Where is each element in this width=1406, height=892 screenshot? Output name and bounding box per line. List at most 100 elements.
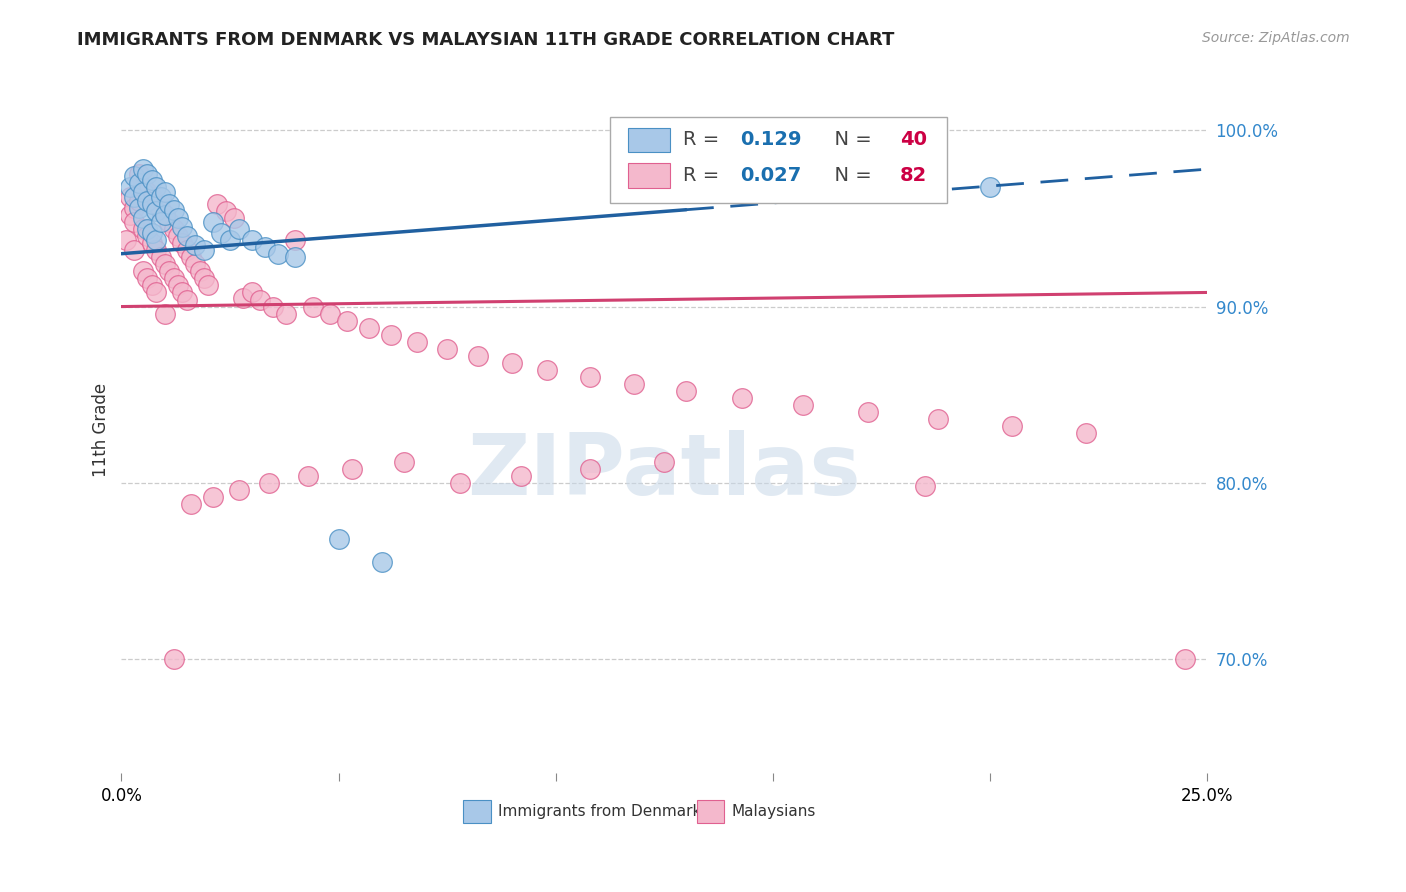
Point bbox=[120, 190, 142, 204]
Point bbox=[1174, 652, 1197, 666]
FancyBboxPatch shape bbox=[697, 800, 724, 823]
Point bbox=[201, 490, 224, 504]
Point bbox=[180, 250, 202, 264]
Point bbox=[219, 233, 242, 247]
Point bbox=[319, 307, 342, 321]
Point bbox=[336, 313, 359, 327]
Point bbox=[145, 179, 167, 194]
Point bbox=[145, 243, 167, 257]
Text: IMMIGRANTS FROM DENMARK VS MALAYSIAN 11TH GRADE CORRELATION CHART: IMMIGRANTS FROM DENMARK VS MALAYSIAN 11T… bbox=[77, 31, 894, 49]
Point bbox=[145, 233, 167, 247]
Point bbox=[276, 307, 298, 321]
Point bbox=[201, 215, 224, 229]
Point bbox=[184, 238, 207, 252]
Point bbox=[141, 226, 163, 240]
Point bbox=[927, 412, 949, 426]
Point bbox=[675, 384, 697, 398]
Point bbox=[579, 461, 602, 475]
Point bbox=[748, 134, 770, 148]
Point bbox=[132, 222, 155, 236]
FancyBboxPatch shape bbox=[610, 117, 946, 203]
Point bbox=[132, 211, 155, 226]
Point bbox=[197, 278, 219, 293]
Point bbox=[132, 162, 155, 177]
Point bbox=[380, 327, 402, 342]
Point bbox=[157, 215, 180, 229]
Point bbox=[114, 233, 136, 247]
Point bbox=[184, 257, 207, 271]
Point bbox=[172, 285, 194, 300]
Point bbox=[1074, 426, 1097, 441]
Point bbox=[120, 179, 142, 194]
Point bbox=[153, 208, 176, 222]
Point bbox=[149, 202, 172, 217]
Point bbox=[914, 479, 936, 493]
Point bbox=[193, 271, 215, 285]
Point bbox=[328, 532, 350, 546]
Point bbox=[731, 391, 754, 405]
Point bbox=[153, 307, 176, 321]
Point bbox=[858, 405, 880, 419]
Point bbox=[141, 278, 163, 293]
Point bbox=[145, 197, 167, 211]
Point bbox=[157, 197, 180, 211]
Y-axis label: 11th Grade: 11th Grade bbox=[93, 383, 110, 477]
Point bbox=[128, 201, 150, 215]
Point bbox=[149, 250, 172, 264]
Point bbox=[436, 342, 458, 356]
Point bbox=[267, 246, 290, 260]
Point bbox=[228, 222, 250, 236]
Point bbox=[132, 185, 155, 199]
Point bbox=[167, 229, 190, 244]
Point bbox=[136, 185, 159, 199]
Point bbox=[120, 208, 142, 222]
Point bbox=[124, 201, 146, 215]
Point bbox=[167, 211, 190, 226]
Point bbox=[157, 264, 180, 278]
Point bbox=[128, 194, 150, 208]
Point bbox=[132, 179, 155, 194]
Point bbox=[141, 197, 163, 211]
Point bbox=[536, 363, 558, 377]
Point bbox=[124, 215, 146, 229]
Point bbox=[623, 377, 645, 392]
Point bbox=[132, 264, 155, 278]
Point bbox=[141, 190, 163, 204]
Point bbox=[167, 278, 190, 293]
Point bbox=[449, 475, 471, 490]
Point bbox=[180, 497, 202, 511]
Point bbox=[240, 285, 263, 300]
Point bbox=[405, 334, 427, 349]
Point bbox=[215, 204, 238, 219]
Point bbox=[340, 461, 363, 475]
Point bbox=[371, 555, 394, 569]
Point bbox=[357, 320, 380, 334]
FancyBboxPatch shape bbox=[464, 800, 491, 823]
Point bbox=[153, 185, 176, 199]
Text: 40: 40 bbox=[900, 130, 927, 150]
Point bbox=[240, 233, 263, 247]
Text: 0.129: 0.129 bbox=[741, 130, 801, 150]
Point bbox=[172, 236, 194, 251]
Text: N =: N = bbox=[821, 130, 877, 150]
Point bbox=[162, 202, 184, 217]
Point bbox=[228, 483, 250, 497]
Point bbox=[124, 169, 146, 184]
Point bbox=[188, 264, 211, 278]
Text: 0.027: 0.027 bbox=[741, 166, 801, 186]
Point bbox=[149, 215, 172, 229]
Point bbox=[232, 291, 254, 305]
Point bbox=[162, 222, 184, 236]
Text: Immigrants from Denmark: Immigrants from Denmark bbox=[498, 804, 702, 819]
Point bbox=[136, 229, 159, 244]
Point bbox=[284, 233, 307, 247]
Point bbox=[224, 211, 246, 226]
Point bbox=[162, 271, 184, 285]
Point bbox=[392, 454, 415, 468]
FancyBboxPatch shape bbox=[628, 128, 669, 153]
Point bbox=[128, 176, 150, 190]
Text: 82: 82 bbox=[900, 166, 927, 186]
Point bbox=[128, 168, 150, 182]
Point bbox=[141, 236, 163, 251]
Point bbox=[297, 468, 319, 483]
